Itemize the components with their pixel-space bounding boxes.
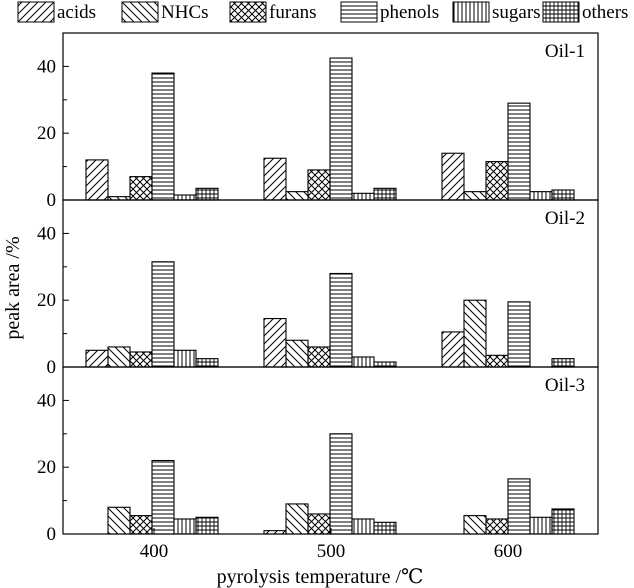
bar-others-600	[551, 189, 575, 201]
bar-acids-600	[441, 152, 465, 201]
bar-phenols-400	[151, 261, 175, 368]
bar-nhcs-500	[285, 191, 309, 201]
legend-swatch-phenols	[340, 1, 378, 23]
bar-acids-500	[263, 157, 287, 201]
bar-phenols-600	[507, 102, 531, 201]
bar-others-500	[373, 521, 397, 535]
bar-furans-600	[485, 518, 509, 535]
bar-nhcs-500	[285, 503, 309, 535]
bar-others-500	[373, 187, 397, 201]
x-tick-label: 600	[494, 541, 523, 562]
panel-oil-1: 0 20 40 Oil-1	[37, 32, 599, 211]
legend-swatch-acids	[17, 1, 55, 23]
bar-sugars-500	[351, 518, 375, 535]
bar-others-400	[195, 358, 219, 368]
bar-sugars-500	[351, 356, 375, 368]
legend-swatch-furans	[229, 1, 267, 23]
legend-swatch-sugars	[452, 1, 490, 23]
bar-others-400	[195, 187, 219, 201]
bar-nhcs-600	[463, 299, 487, 368]
y-tick-label: 40	[37, 223, 56, 244]
bar-acids-400	[85, 159, 109, 201]
bar-others-500	[373, 361, 397, 368]
bar-nhcs-400	[107, 346, 131, 368]
panel-oil-3: 0 20 40 Oil-3	[37, 366, 599, 545]
bar-sugars-400	[173, 349, 197, 368]
bar-furans-600	[485, 161, 509, 201]
legend-item-others: others	[542, 1, 628, 23]
legend-label-acids: acids	[57, 2, 96, 23]
bar-phenols-600	[507, 478, 531, 535]
legend-swatch-nhcs	[121, 1, 159, 23]
y-tick-label: 20	[37, 123, 56, 144]
legend-label-furans: furans	[269, 2, 316, 23]
panel-label: Oil-3	[545, 375, 585, 396]
bar-phenols-600	[507, 301, 531, 368]
y-axis-label: peak area /%	[2, 236, 24, 339]
panel-label: Oil-1	[545, 41, 585, 62]
x-tick-label: 500	[317, 541, 346, 562]
legend-item-sugars: sugars	[452, 1, 541, 23]
y-tick-label: 0	[47, 190, 57, 211]
bar-others-600	[551, 358, 575, 368]
bar-acids-400	[85, 349, 109, 368]
y-tick-label: 20	[37, 457, 56, 478]
x-axis-label: pyrolysis temperature /℃	[217, 566, 424, 588]
legend-item-phenols: phenols	[340, 1, 439, 23]
bar-sugars-500	[351, 192, 375, 201]
bar-nhcs-400	[107, 506, 131, 535]
panel-oil-2: 0 20 40 Oil-2	[37, 199, 599, 378]
panels: 0 20 40 Oil-1 0 20 40 Oil-2 0 20 40 Oil-3 400 500 600	[37, 32, 599, 562]
bar-others-400	[195, 516, 219, 535]
bar-nhcs-600	[463, 515, 487, 535]
bar-acids-500	[263, 530, 287, 535]
bar-phenols-400	[151, 72, 175, 201]
bar-furans-400	[129, 176, 153, 201]
bar-sugars-400	[173, 194, 197, 201]
panel-label: Oil-2	[545, 208, 585, 229]
bar-sugars-600	[529, 516, 553, 535]
legend-label-others: others	[582, 2, 628, 23]
y-tick-label: 20	[37, 290, 56, 311]
y-tick-label: 0	[47, 524, 57, 545]
legend: acids NHCs furans phenols sugars others	[17, 1, 628, 23]
bar-phenols-500	[329, 57, 353, 201]
bar-nhcs-500	[285, 339, 309, 368]
legend-label-nhcs: NHCs	[161, 2, 209, 23]
legend-item-furans: furans	[229, 1, 316, 23]
legend-item-nhcs: NHCs	[121, 1, 209, 23]
y-tick-label: 0	[47, 357, 57, 378]
bar-phenols-500	[329, 433, 353, 535]
legend-item-acids: acids	[17, 1, 96, 23]
bar-furans-400	[129, 351, 153, 368]
bar-sugars-400	[173, 518, 197, 535]
y-tick-label: 40	[37, 56, 56, 77]
bar-acids-600	[441, 331, 465, 368]
bar-furans-500	[307, 346, 331, 368]
bar-phenols-400	[151, 459, 175, 535]
bar-nhcs-600	[463, 191, 487, 201]
legend-swatch-others	[542, 1, 580, 23]
legend-label-sugars: sugars	[492, 2, 541, 23]
bar-furans-500	[307, 513, 331, 535]
bar-others-600	[551, 508, 575, 535]
legend-label-phenols: phenols	[380, 2, 439, 23]
bar-furans-500	[307, 169, 331, 201]
bar-acids-500	[263, 318, 287, 368]
y-tick-label: 40	[37, 390, 56, 411]
bar-furans-600	[485, 354, 509, 368]
bar-sugars-600	[529, 191, 553, 201]
bar-furans-400	[129, 515, 153, 535]
x-tick-label: 400	[140, 541, 169, 562]
bar-phenols-500	[329, 272, 353, 368]
